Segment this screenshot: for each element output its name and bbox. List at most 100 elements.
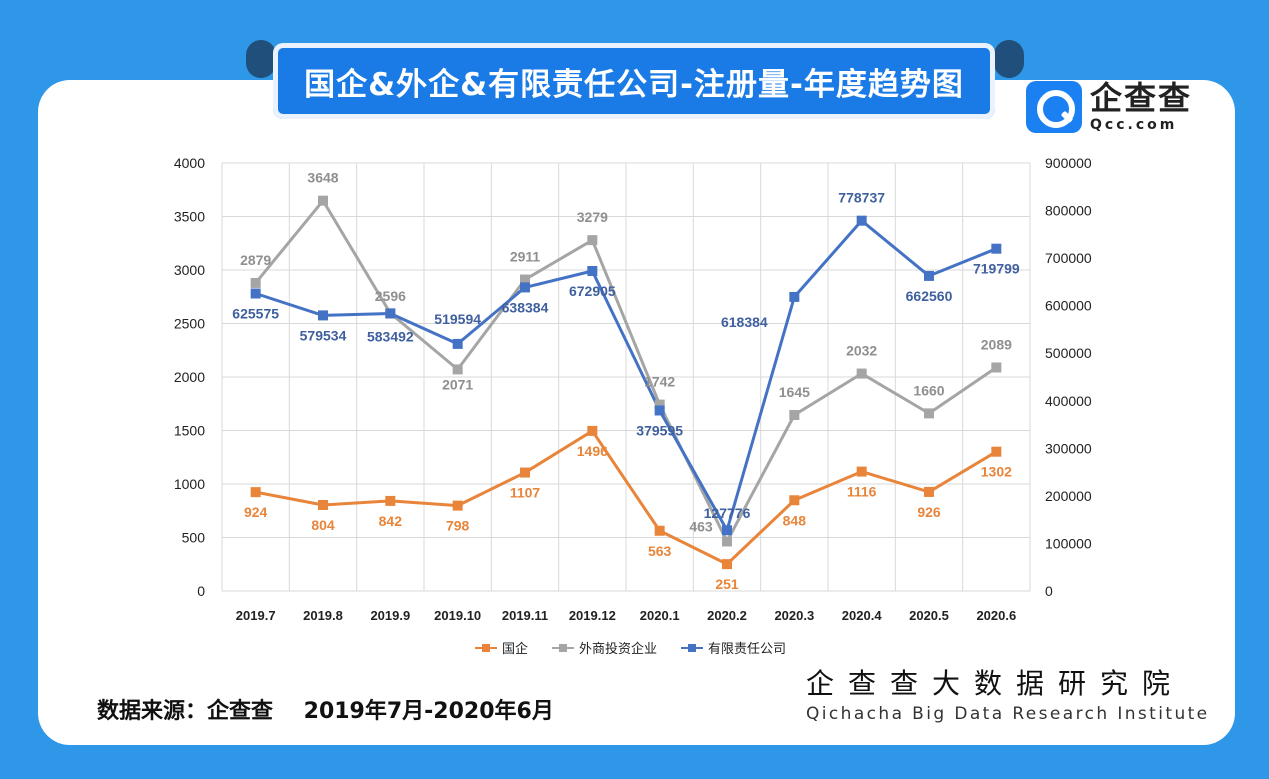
data-point	[991, 446, 1002, 457]
series-line-国企	[255, 429, 998, 566]
data-label: 1645	[779, 384, 810, 400]
chart-grid	[221, 162, 1031, 592]
data-point	[250, 277, 261, 288]
data-label: 127776	[704, 505, 751, 521]
data-label: 583492	[367, 329, 414, 345]
data-point	[452, 364, 463, 375]
x-tick-label: 2020.4	[842, 608, 883, 623]
data-point	[250, 487, 261, 498]
qcc-logo: 企查查 Qcc.com	[1026, 81, 1192, 133]
x-tick-label: 2019.9	[370, 608, 410, 623]
x-tick-label: 2020.2	[707, 608, 747, 623]
data-label: 672905	[569, 283, 616, 299]
data-label: 778737	[838, 190, 885, 206]
data-label: 638384	[502, 299, 549, 315]
legend-label: 国企	[502, 642, 529, 657]
data-label: 804	[311, 517, 335, 533]
data-labels: 924 804 842 798 1107 1496 563 251 848 1116 926 1302…	[232, 170, 1020, 592]
institute: 企查查大数据研究院 Qichacha Big Data Research Ins…	[806, 662, 1210, 724]
legend: 国企 外商投资企业 有限责任公司	[475, 638, 786, 657]
data-point	[654, 405, 665, 416]
data-point	[520, 282, 530, 293]
legend-item-waishang: 外商投资企业	[552, 638, 657, 657]
data-label: 798	[446, 518, 470, 534]
data-label: 926	[917, 504, 941, 520]
data-label: 251	[715, 576, 739, 592]
left-axis: 0 500 1000 1500 2000 2500 3000 3500 4000	[174, 155, 205, 599]
data-point	[318, 310, 328, 321]
data-point	[789, 409, 800, 420]
right-tick-label: 700000	[1045, 250, 1092, 266]
data-point	[385, 308, 396, 319]
series-lines	[250, 195, 1002, 570]
right-tick-label: 200000	[1045, 488, 1092, 504]
data-point	[991, 243, 1002, 254]
title-banner: 国企&外企&有限责任公司-注册量-年度趋势图	[273, 43, 995, 119]
x-tick-label: 2019.10	[434, 608, 481, 623]
data-label: 2071	[442, 376, 473, 392]
data-point	[520, 274, 530, 285]
data-label: 1660	[913, 382, 944, 398]
data-point	[654, 399, 665, 410]
right-tick-label: 900000	[1045, 155, 1092, 171]
data-label: 924	[244, 504, 268, 520]
banner-pin-left	[246, 40, 276, 78]
data-label: 1496	[577, 443, 608, 459]
data-label: 1116	[847, 484, 877, 500]
data-label: 1107	[510, 485, 541, 501]
data-point	[385, 495, 396, 506]
data-label: 2879	[240, 252, 271, 268]
right-tick-label: 100000	[1045, 535, 1092, 551]
data-label: 2089	[981, 336, 1012, 352]
data-label: 2032	[846, 343, 877, 359]
legend-label: 有限责任公司	[708, 642, 787, 657]
data-point	[250, 288, 261, 299]
institute-en: Qichacha Big Data Research Institute	[806, 704, 1210, 724]
data-point	[520, 467, 530, 478]
data-point	[856, 368, 867, 379]
right-tick-label: 0	[1045, 583, 1053, 599]
data-label: 1742	[644, 374, 675, 390]
data-point	[587, 425, 598, 436]
left-tick-label: 3500	[174, 209, 205, 225]
data-point	[856, 215, 867, 226]
data-label: 848	[783, 512, 807, 528]
series-line-外商投资企业	[254, 199, 998, 543]
right-tick-label: 300000	[1045, 440, 1092, 456]
data-point	[318, 195, 328, 206]
legend-label: 外商投资企业	[579, 642, 658, 657]
data-point	[924, 486, 934, 497]
x-tick-label: 2020.1	[640, 608, 680, 623]
right-tick-label: 600000	[1045, 298, 1092, 314]
data-label: 1302	[981, 464, 1012, 480]
data-label: 2596	[375, 288, 406, 304]
data-label: 579534	[300, 327, 347, 343]
legend-item-youxian: 有限责任公司	[681, 638, 786, 657]
left-tick-label: 1000	[174, 476, 205, 492]
data-label: 563	[648, 543, 672, 559]
data-point	[924, 270, 934, 281]
data-label: 662560	[906, 288, 953, 304]
x-axis: 2019.7 2019.8 2019.9 2019.10 2019.11 2019.12 2…	[236, 608, 1016, 623]
legend-item-guoqi: 国企	[475, 638, 528, 657]
data-point	[587, 235, 598, 246]
right-tick-label: 400000	[1045, 393, 1092, 409]
banner-pin-right	[994, 40, 1024, 78]
data-point	[991, 362, 1002, 373]
chart-title: 国企&外企&有限责任公司-注册量-年度趋势图	[304, 66, 964, 103]
data-point	[789, 291, 800, 302]
institute-cn: 企查查大数据研究院	[806, 667, 1185, 700]
data-point	[789, 495, 800, 506]
chart-card	[38, 80, 1235, 745]
right-tick-label: 500000	[1045, 345, 1092, 361]
logo-cn: 企查查	[1090, 79, 1193, 117]
data-label: 2911	[510, 249, 541, 265]
data-label: 618384	[721, 314, 768, 330]
x-tick-label: 2019.12	[569, 608, 616, 623]
data-point	[856, 466, 867, 477]
data-point	[318, 499, 328, 510]
data-label: 3279	[577, 209, 608, 225]
left-tick-label: 1500	[174, 423, 205, 439]
x-tick-label: 2019.8	[303, 608, 343, 623]
